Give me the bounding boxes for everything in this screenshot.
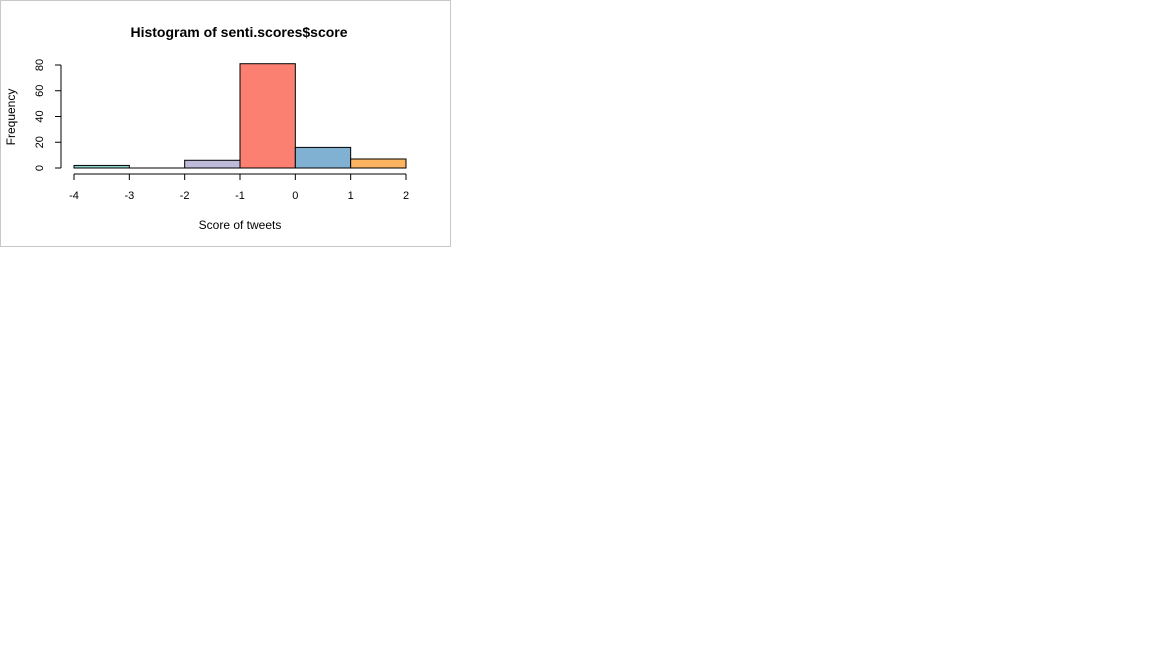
histogram-chart: Histogram of senti.scores$score -4 -3 -2 -1… bbox=[4, 24, 409, 232]
x-axis-label: Score of tweets bbox=[199, 218, 282, 232]
y-tick-label: 80 bbox=[34, 59, 46, 71]
chart-title: Histogram of senti.scores$score bbox=[130, 24, 347, 40]
x-tick-label: -3 bbox=[124, 190, 134, 202]
y-tick-label: 40 bbox=[34, 110, 46, 122]
y-tick-label: 60 bbox=[34, 85, 46, 97]
plot-panel: Histogram of senti.scores$score -4 -3 -2 -1… bbox=[0, 0, 451, 247]
x-tick-label: 0 bbox=[292, 190, 298, 202]
y-axis: 0 20 40 60 80 bbox=[34, 59, 62, 171]
x-tick-label: -1 bbox=[235, 190, 245, 202]
histogram-bar bbox=[239, 63, 296, 169]
x-tick-label: 1 bbox=[348, 190, 354, 202]
bars-group bbox=[73, 63, 407, 169]
y-tick-label: 0 bbox=[34, 165, 46, 171]
y-axis-label: Frequency bbox=[4, 89, 18, 146]
x-tick-label: -4 bbox=[69, 190, 79, 202]
histogram-bar bbox=[184, 159, 241, 169]
x-tick-label: -2 bbox=[180, 190, 190, 202]
x-tick-label: 2 bbox=[403, 190, 409, 202]
y-tick-label: 20 bbox=[34, 136, 46, 148]
histogram-bar bbox=[350, 158, 407, 169]
histogram-bar bbox=[73, 164, 130, 169]
histogram-bar bbox=[294, 146, 352, 169]
x-axis: -4 -3 -2 -1 0 1 2 bbox=[69, 173, 409, 202]
